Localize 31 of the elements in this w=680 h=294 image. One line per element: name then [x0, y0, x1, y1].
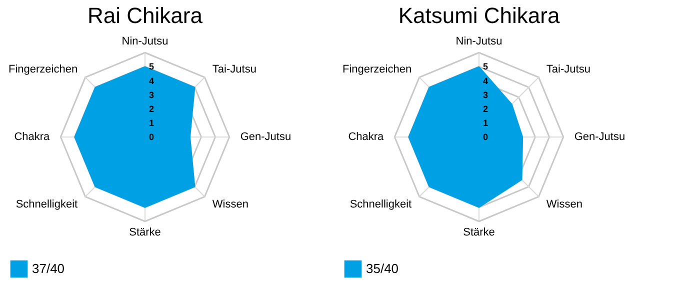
y-tick-label: 2: [149, 104, 154, 114]
spoke-label: Fingerzeichen: [8, 64, 78, 76]
chart-title: Katsumi Chikara: [398, 3, 560, 28]
y-tick-label: 4: [483, 76, 488, 86]
spoke-label: Chakra: [348, 131, 385, 143]
y-tick-label: 3: [483, 90, 488, 100]
spoke-label: Schnelligkeit: [350, 198, 412, 210]
chart-title: Rai Chikara: [88, 3, 204, 28]
y-tick-label: 4: [149, 76, 154, 86]
legend-label: 35/40: [366, 261, 399, 276]
spoke-label: Wissen: [212, 198, 248, 210]
spoke-label: Wissen: [546, 198, 582, 210]
y-tick-label: 3: [149, 90, 154, 100]
spoke-label: Fingerzeichen: [342, 64, 412, 76]
y-tick-label: 0: [483, 132, 488, 142]
y-tick-label: 2: [483, 104, 488, 114]
spoke-label: Tai-Jutsu: [212, 64, 256, 76]
spoke-label: Gen-Jutsu: [240, 131, 292, 143]
spoke-label: Nin-Jutsu: [456, 36, 502, 48]
y-tick-label: 1: [149, 118, 154, 128]
spoke-label: Stärke: [463, 226, 495, 238]
y-tick-label: 1: [483, 118, 488, 128]
spoke-label: Gen-Jutsu: [574, 131, 626, 143]
spoke-label: Tai-Jutsu: [546, 64, 590, 76]
y-tick-label: 0: [149, 132, 154, 142]
spoke-label: Nin-Jutsu: [122, 36, 168, 48]
spoke-label: Stärke: [129, 226, 161, 238]
legend-label: 37/40: [32, 261, 65, 276]
spoke-label: Chakra: [14, 131, 51, 143]
y-tick-label: 5: [483, 62, 488, 72]
spoke-label: Schnelligkeit: [16, 198, 78, 210]
